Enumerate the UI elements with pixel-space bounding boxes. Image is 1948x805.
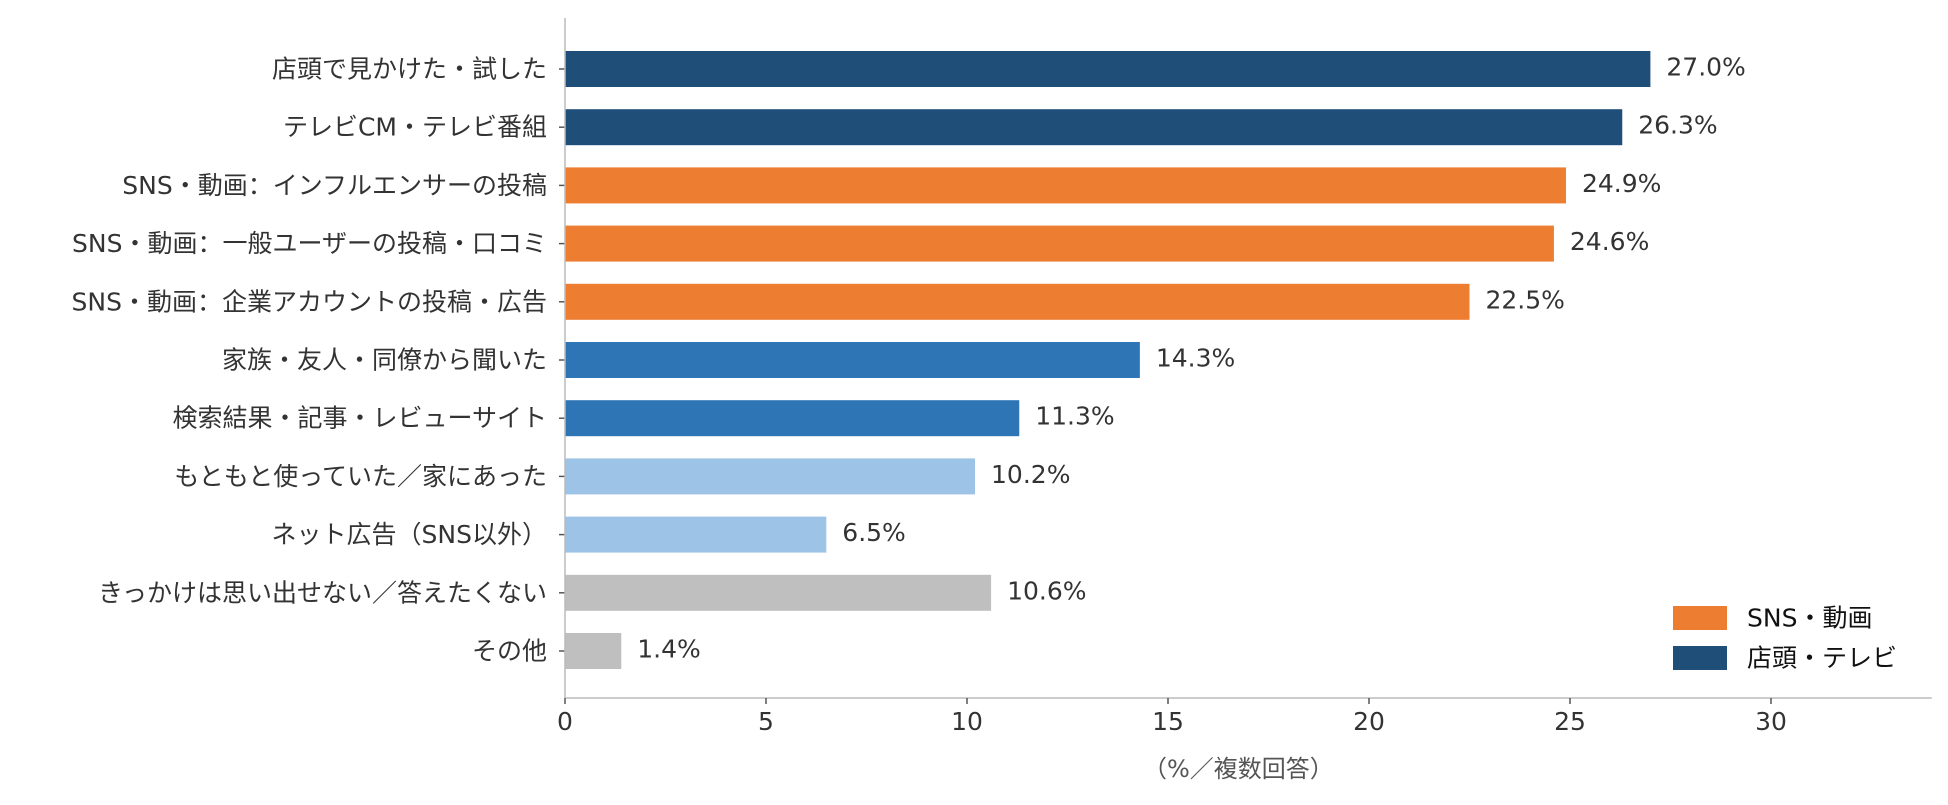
legend-swatch: [1673, 646, 1727, 670]
x-ticks-group: 0 5 10 15 20 25 30: [557, 698, 1787, 736]
value-label: 24.6%: [1570, 227, 1649, 256]
bars-group: [565, 51, 1651, 669]
x-tick-label: 25: [1554, 707, 1586, 736]
value-label: 24.9%: [1582, 169, 1661, 198]
category-label: SNS・動画：一般ユーザーの投稿・口コミ: [72, 229, 547, 258]
bar: [565, 109, 1623, 146]
bar: [565, 400, 1020, 437]
legend-label: 店頭・テレビ: [1747, 644, 1897, 673]
x-tick-label: 20: [1353, 707, 1385, 736]
bar: [565, 283, 1470, 320]
value-label: 10.2%: [991, 460, 1070, 489]
value-label: 10.6%: [1007, 576, 1086, 605]
x-tick-label: 15: [1152, 707, 1184, 736]
category-label: その他: [472, 637, 547, 666]
bar: [565, 516, 827, 553]
category-label: テレビCM・テレビ番組: [283, 113, 547, 142]
category-label: もともと使っていた／家にあった: [174, 462, 547, 491]
x-tick-label: 30: [1755, 707, 1787, 736]
bar: [565, 167, 1566, 204]
bar: [565, 458, 976, 495]
value-label: 14.3%: [1156, 344, 1235, 373]
value-labels-group: 27.0% 26.3% 24.9% 24.6%22.5% 14.3% 11.3% 10.2%…: [637, 53, 1746, 664]
x-tick-label: 0: [557, 707, 573, 736]
bar: [565, 51, 1651, 87]
category-label: きっかけは思い出せない／答えたくない: [98, 578, 547, 607]
value-label: 6.5%: [842, 518, 906, 547]
bar: [565, 633, 622, 669]
value-label: 1.4%: [637, 635, 701, 664]
value-label: 22.5%: [1486, 285, 1565, 314]
x-tick-label: 5: [758, 707, 774, 736]
category-label: 検索結果・記事・レビューサイト: [172, 404, 547, 433]
value-label: 26.3%: [1638, 111, 1717, 140]
legend-swatch: [1673, 606, 1727, 630]
x-tick-label: 10: [951, 707, 983, 736]
bar: [565, 342, 1140, 378]
value-label: 27.0%: [1666, 53, 1745, 82]
category-label: 家族・友人・同僚から聞いた: [222, 346, 547, 375]
category-label: 店頭で見かけた・試した: [272, 55, 547, 84]
category-label: SNS・動画：インフルエンサーの投稿: [122, 171, 547, 200]
bar: [565, 574, 992, 611]
bar: [565, 225, 1554, 262]
legend-label: SNS・動画: [1747, 604, 1872, 633]
category-label: SNS・動画：企業アカウントの投稿・広告: [72, 287, 547, 316]
value-label: 11.3%: [1035, 402, 1114, 431]
category-label: ネット広告（SNS以外）: [272, 520, 547, 549]
x-axis-title: （%／複数回答）: [1143, 755, 1334, 783]
